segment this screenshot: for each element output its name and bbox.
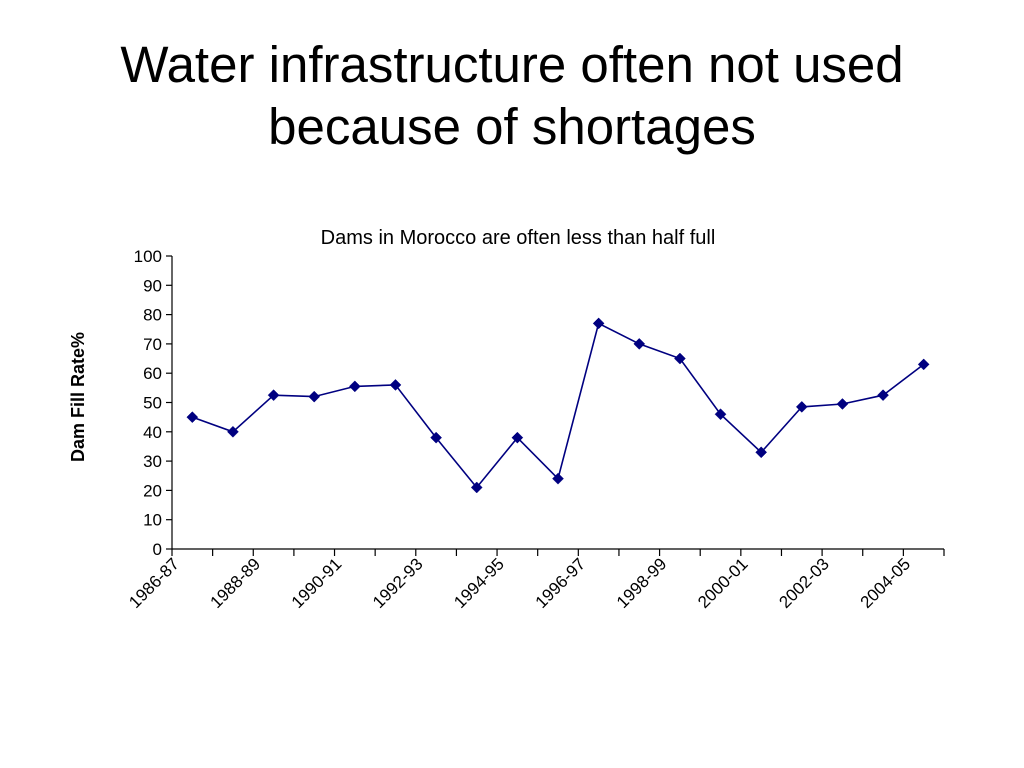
y-tick-label: 30 xyxy=(143,452,162,471)
x-tick-label: 2000-01 xyxy=(694,554,752,612)
slide-title-line-1: Water infrastructure often not used xyxy=(120,36,904,93)
data-point-marker xyxy=(430,431,442,444)
x-tick-label: 1986-87 xyxy=(125,554,183,612)
y-tick-label: 0 xyxy=(153,540,162,559)
data-point-marker xyxy=(470,481,483,494)
data-point-marker xyxy=(633,338,646,350)
slide-title: Water infrastructure often not used beca… xyxy=(0,34,1024,158)
y-tick-label: 100 xyxy=(134,247,162,266)
y-tick-label: 40 xyxy=(143,423,162,442)
y-tick-label: 20 xyxy=(143,481,162,500)
x-tick-label: 1988-89 xyxy=(207,554,265,612)
x-tick-label: 1996-97 xyxy=(532,554,590,612)
series-line xyxy=(192,322,925,489)
data-point-marker xyxy=(348,380,361,393)
y-tick-label: 90 xyxy=(143,276,162,295)
y-tick-label: 70 xyxy=(143,335,162,354)
y-tick-label: 80 xyxy=(143,306,162,325)
x-tick-label: 2004-05 xyxy=(857,554,915,612)
x-tick-label: 1994-95 xyxy=(450,554,508,612)
x-tick-label: 1990-91 xyxy=(288,554,346,612)
y-tick-label: 10 xyxy=(143,511,162,530)
data-point-marker xyxy=(552,472,564,485)
data-point-marker xyxy=(308,390,321,403)
x-tick-label: 2002-03 xyxy=(775,554,833,612)
slide-title-line-2: because of shortages xyxy=(268,98,756,155)
data-point-marker xyxy=(592,317,605,330)
data-point-marker xyxy=(389,379,402,391)
data-point-marker xyxy=(227,425,239,438)
data-point-marker xyxy=(836,398,849,410)
data-point-marker xyxy=(674,352,686,365)
plot-area xyxy=(186,317,930,494)
data-point-marker xyxy=(877,389,889,402)
chart-title: Dams in Morocco are often less than half… xyxy=(321,227,716,249)
y-tick-label: 60 xyxy=(143,364,162,383)
data-point-marker xyxy=(795,401,808,413)
y-tick-label: 50 xyxy=(143,394,162,413)
data-point-marker xyxy=(267,389,280,402)
x-tick-label: 1992-93 xyxy=(369,554,427,612)
x-tick-label: 1998-99 xyxy=(613,554,671,612)
data-point-marker xyxy=(714,408,727,421)
y-axis-label: Dam Fill Rate% xyxy=(68,332,88,462)
data-point-marker xyxy=(186,411,199,424)
data-point-marker xyxy=(755,446,768,459)
data-point-marker xyxy=(917,358,930,371)
data-point-marker xyxy=(511,431,524,444)
axes: 0 10 20 30 40 50 60 70 80 90 100 1986-87 1988-89 1990… xyxy=(125,247,945,612)
